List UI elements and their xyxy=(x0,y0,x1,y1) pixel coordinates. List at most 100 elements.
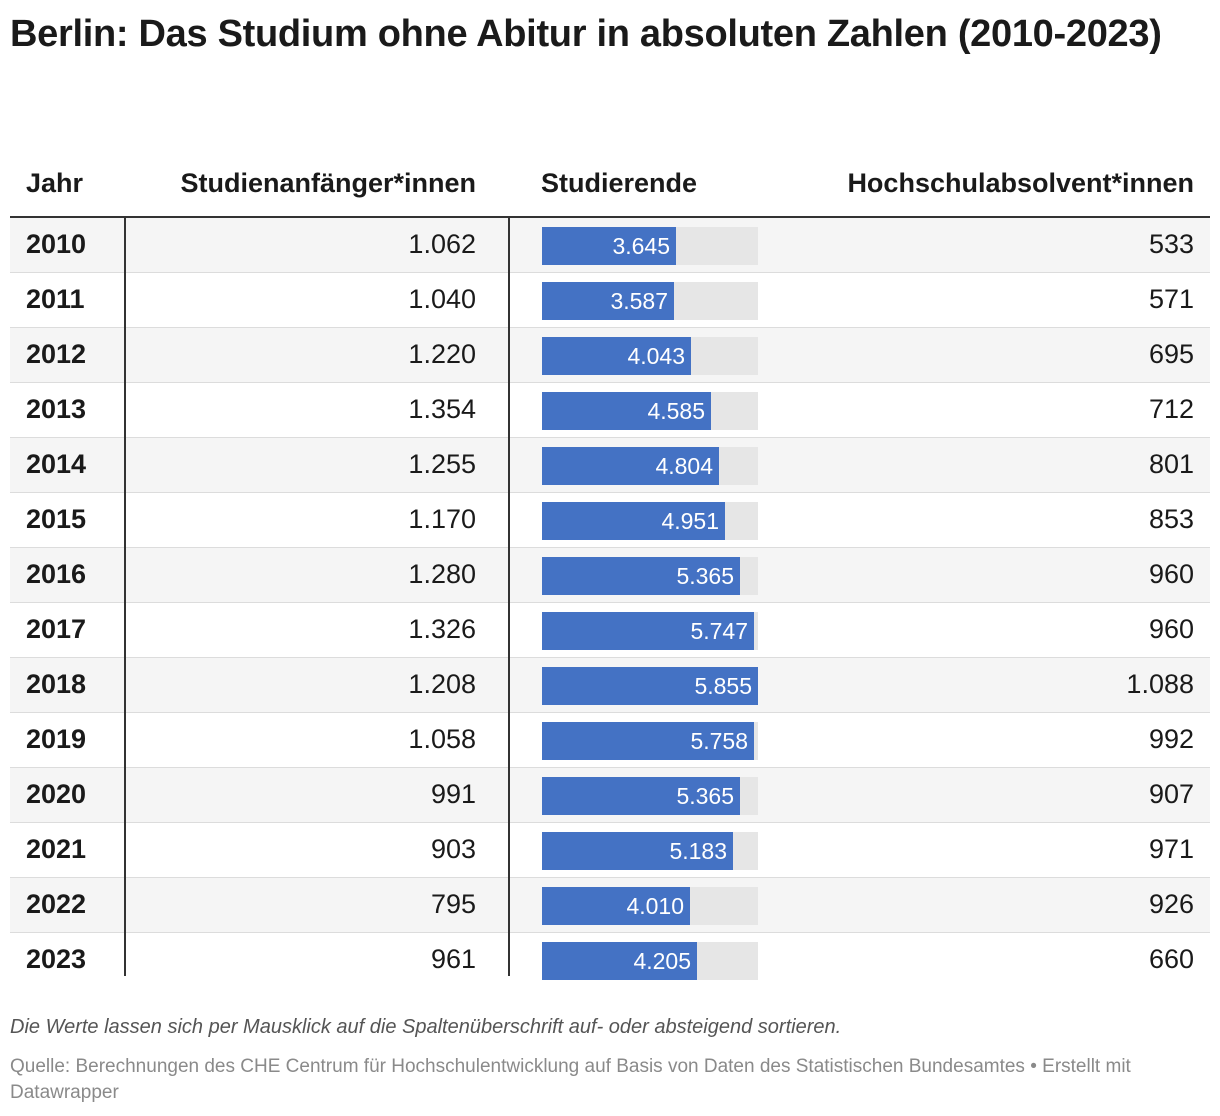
cell-year: 2014 xyxy=(26,449,87,479)
cell-absolventen: 695 xyxy=(1148,339,1194,369)
cell-year: 2017 xyxy=(26,614,87,644)
cell-absolventen: 853 xyxy=(1148,504,1194,534)
bar-track: 4.043 xyxy=(542,337,758,375)
table-row: 2013 1.354 4.585 712 xyxy=(10,383,1210,438)
bar-label-studierende: 4.585 xyxy=(647,398,705,424)
table-row: 2011 1.040 3.587 571 xyxy=(10,273,1210,328)
cell-absolventen: 907 xyxy=(1148,779,1194,809)
data-table: Jahr Studienanfänger*innen Studierende H… xyxy=(10,160,1210,987)
cell-year: 2022 xyxy=(26,889,87,919)
cell-absolventen: 992 xyxy=(1148,724,1194,754)
column-divider-start xyxy=(508,218,510,976)
table-body: 2010 1.062 3.645 533 2011 1.040 3.587 571 2012 1.… xyxy=(10,218,1210,987)
bar-studierende xyxy=(542,887,690,925)
bar-label-studierende: 4.951 xyxy=(661,508,719,534)
sort-hint: Die Werte lassen sich per Mausklick auf … xyxy=(10,1016,842,1038)
table-header: Jahr Studienanfänger*innen Studierende H… xyxy=(10,160,1210,218)
bar-studierende xyxy=(542,557,740,595)
cell-studienanfaenger: 1.280 xyxy=(408,559,476,589)
bar-track: 4.804 xyxy=(542,447,758,485)
column-header-studierende[interactable]: Studierende xyxy=(541,168,698,198)
bar-label-studierende: 3.645 xyxy=(612,233,670,259)
column-divider-year xyxy=(124,218,126,976)
cell-absolventen: 971 xyxy=(1148,834,1194,864)
bar-track: 4.951 xyxy=(542,502,758,540)
bar-studierende xyxy=(542,667,758,705)
cell-year: 2015 xyxy=(26,504,87,534)
table-row: 2012 1.220 4.043 695 xyxy=(10,328,1210,383)
bar-studierende xyxy=(542,832,733,870)
cell-absolventen: 960 xyxy=(1148,559,1194,589)
bar-track: 5.747 xyxy=(542,612,758,650)
bar-label-studierende: 5.183 xyxy=(669,838,727,864)
bar-track: 4.010 xyxy=(542,887,758,925)
table-row: 2016 1.280 5.365 960 xyxy=(10,548,1210,603)
bar-studierende xyxy=(542,612,754,650)
bar-studierende xyxy=(542,337,691,375)
bar-studierende xyxy=(542,282,674,320)
bar-track: 5.758 xyxy=(542,722,758,760)
cell-studienanfaenger: 1.354 xyxy=(408,394,476,424)
bar-label-studierende: 5.365 xyxy=(676,783,734,809)
bar-track: 3.587 xyxy=(542,282,758,320)
bar-label-studierende: 4.804 xyxy=(655,453,713,479)
table-row: 2021 903 5.183 971 xyxy=(10,823,1210,878)
bar-studierende xyxy=(542,227,676,265)
bar-track: 3.645 xyxy=(542,227,758,265)
cell-studienanfaenger: 1.062 xyxy=(408,229,476,259)
column-header-year[interactable]: Jahr xyxy=(26,168,84,198)
bar-studierende xyxy=(542,722,754,760)
cell-studienanfaenger: 1.040 xyxy=(408,284,476,314)
table-row: 2010 1.062 3.645 533 xyxy=(10,218,1210,273)
cell-year: 2021 xyxy=(26,834,87,864)
cell-studienanfaenger: 1.326 xyxy=(408,614,476,644)
cell-absolventen: 960 xyxy=(1148,614,1194,644)
bar-label-studierende: 4.043 xyxy=(627,343,685,369)
cell-absolventen: 712 xyxy=(1148,394,1194,424)
bar-track: 5.365 xyxy=(542,557,758,595)
cell-year: 2012 xyxy=(26,339,87,369)
bar-label-studierende: 4.205 xyxy=(633,948,691,974)
table-row: 2019 1.058 5.758 992 xyxy=(10,713,1210,768)
cell-studienanfaenger: 1.220 xyxy=(408,339,476,369)
bar-label-studierende: 5.758 xyxy=(690,728,748,754)
bar-studierende xyxy=(542,777,740,815)
cell-studienanfaenger: 1.058 xyxy=(408,724,476,754)
cell-year: 2018 xyxy=(26,669,87,699)
cell-year: 2013 xyxy=(26,394,87,424)
cell-studienanfaenger: 1.208 xyxy=(408,669,476,699)
bar-studierende xyxy=(542,392,711,430)
cell-year: 2019 xyxy=(26,724,87,754)
cell-absolventen: 571 xyxy=(1148,284,1194,314)
table-row: 2022 795 4.010 926 xyxy=(10,878,1210,933)
bar-studierende xyxy=(542,502,725,540)
cell-studienanfaenger: 1.170 xyxy=(408,504,476,534)
cell-studienanfaenger: 991 xyxy=(430,779,476,809)
chart-title: Berlin: Das Studium ohne Abitur in absol… xyxy=(10,13,1162,55)
column-header-studienanfaenger[interactable]: Studienanfänger*innen xyxy=(180,168,476,198)
bar-label-studierende: 5.365 xyxy=(676,563,734,589)
cell-year: 2010 xyxy=(26,229,87,259)
bar-label-studierende: 3.587 xyxy=(610,288,668,314)
table-row: 2014 1.255 4.804 801 xyxy=(10,438,1210,493)
cell-studienanfaenger: 1.255 xyxy=(408,449,476,479)
bar-label-studierende: 4.010 xyxy=(626,893,684,919)
cell-studienanfaenger: 795 xyxy=(430,889,476,919)
cell-absolventen: 926 xyxy=(1148,889,1194,919)
cell-studienanfaenger: 903 xyxy=(430,834,476,864)
table-row: 2020 991 5.365 907 xyxy=(10,768,1210,823)
bar-track: 5.183 xyxy=(542,832,758,870)
table-row: 2023 961 4.205 660 xyxy=(10,933,1210,987)
bar-track: 5.365 xyxy=(542,777,758,815)
cell-studienanfaenger: 961 xyxy=(430,944,476,974)
bar-track: 4.585 xyxy=(542,392,758,430)
cell-absolventen: 533 xyxy=(1148,229,1194,259)
bar-studierende xyxy=(542,447,719,485)
bar-studierende xyxy=(542,942,697,980)
table-row: 2017 1.326 5.747 960 xyxy=(10,603,1210,658)
cell-absolventen: 801 xyxy=(1148,449,1194,479)
table-row: 2018 1.208 5.855 1.088 xyxy=(10,658,1210,713)
column-header-absolventen[interactable]: Hochschulabsolvent*innen xyxy=(847,168,1194,198)
bar-track: 5.855 xyxy=(542,667,758,705)
bar-label-studierende: 5.747 xyxy=(690,618,748,644)
